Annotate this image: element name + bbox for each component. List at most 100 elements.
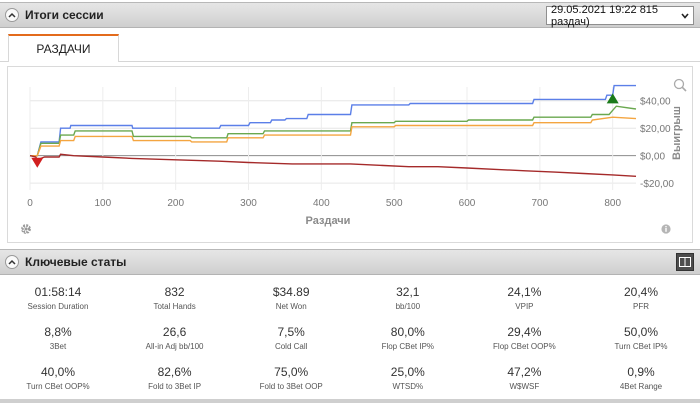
stats-title: Ключевые статы bbox=[25, 255, 127, 269]
chart-markers bbox=[31, 93, 619, 168]
stat-label: W$WSF bbox=[509, 382, 540, 391]
stat-label: Fold to 3Bet OOP bbox=[259, 382, 323, 391]
stat-value: 75,0% bbox=[274, 365, 309, 379]
chart-grid bbox=[29, 87, 636, 190]
layout-toggle-button[interactable] bbox=[676, 253, 694, 271]
y-tick-label: $20,00 bbox=[640, 124, 671, 135]
stat-value: 80,0% bbox=[390, 325, 425, 339]
stat-item: 25,0% WTSD% bbox=[350, 365, 466, 392]
stat-item: 82,6% Fold to 3Bet IP bbox=[117, 365, 233, 392]
columns-icon bbox=[679, 257, 691, 267]
stat-item: 0,9% 4Bet Range bbox=[583, 365, 699, 392]
stat-label: All-in Adj bb/100 bbox=[145, 342, 204, 351]
stat-value: 0,9% bbox=[627, 365, 655, 379]
y-tick-label: -$20,00 bbox=[640, 179, 674, 190]
x-tick-label: 500 bbox=[386, 198, 403, 209]
stat-label: Turn CBet IP% bbox=[614, 342, 668, 351]
stat-label: Cold Call bbox=[274, 342, 308, 351]
chart-canvas: -$20,00 $0,00 $20,00 $40,00 0 100 200 300 400 500… bbox=[21, 78, 687, 234]
info-icon[interactable] bbox=[661, 224, 671, 234]
stat-item: 832 Total Hands bbox=[117, 285, 233, 312]
stats-header: Ключевые статы bbox=[0, 249, 700, 275]
stat-label: Turn CBet OOP% bbox=[26, 382, 90, 391]
series-line-3 bbox=[29, 153, 637, 177]
y-tick-label: $0,00 bbox=[640, 152, 665, 163]
x-tick-label: 100 bbox=[94, 198, 111, 209]
chevron-down-icon bbox=[681, 13, 689, 19]
stat-label: Fold to 3Bet IP bbox=[148, 382, 202, 391]
stat-label: Flop CBet IP% bbox=[381, 342, 435, 351]
stat-value: 50,0% bbox=[623, 325, 659, 339]
x-tick-label: 200 bbox=[167, 198, 184, 209]
x-tick-label: 700 bbox=[532, 198, 549, 209]
stat-value: 24,1% bbox=[507, 285, 542, 299]
x-axis-label: Раздачи bbox=[306, 215, 351, 227]
stat-value: 7,5% bbox=[277, 325, 305, 339]
x-tick-label: 600 bbox=[459, 198, 476, 209]
stat-item: 32,1 bb/100 bbox=[350, 285, 466, 312]
stat-value: 32,1 bbox=[396, 285, 420, 299]
stat-value: 29,4% bbox=[507, 325, 542, 339]
y-tick-label: $40,00 bbox=[640, 97, 671, 108]
stat-label: bb/100 bbox=[395, 302, 421, 311]
tab-divider bbox=[0, 61, 700, 62]
stat-value: 25,0% bbox=[390, 365, 425, 379]
series-line-1 bbox=[30, 105, 637, 157]
tab-bar: РАЗДАЧИ bbox=[0, 28, 700, 62]
stat-label: Session Duration bbox=[27, 302, 89, 311]
stat-label: PFR bbox=[633, 302, 649, 311]
tab-hands[interactable]: РАЗДАЧИ bbox=[8, 34, 119, 62]
stat-item: $34.89 Net Won bbox=[233, 285, 349, 312]
stat-item: 47,2% W$WSF bbox=[466, 365, 582, 392]
stat-item: 24,1% VPIP bbox=[466, 285, 582, 312]
series-line-0 bbox=[30, 84, 636, 157]
stat-label: Total Hands bbox=[153, 302, 196, 311]
stats-grid: 01:58:14 Session Duration 832 Total Hands $3… bbox=[0, 277, 700, 399]
stat-label: 4Bet Range bbox=[619, 382, 663, 391]
session-select[interactable]: 29.05.2021 19:22 815 раздач) bbox=[546, 3, 694, 28]
stat-value: 832 bbox=[164, 285, 185, 299]
stat-item: 20,4% PFR bbox=[583, 285, 699, 312]
winnings-chart: -$20,00 $0,00 $20,00 $40,00 0 100 200 300 400 500… bbox=[7, 66, 693, 243]
collapse-session-button[interactable] bbox=[5, 8, 19, 22]
stat-label: 3Bet bbox=[49, 342, 67, 351]
max-marker bbox=[606, 93, 619, 104]
stat-value: $34.89 bbox=[272, 285, 310, 299]
min-marker bbox=[31, 157, 44, 168]
stat-label: WTSD% bbox=[392, 382, 424, 391]
stat-value: 01:58:14 bbox=[34, 285, 82, 299]
stat-value: 20,4% bbox=[623, 285, 659, 299]
y-axis-label: Выигрыш bbox=[671, 106, 683, 160]
stat-label: Net Won bbox=[275, 302, 307, 311]
stat-value: 40,0% bbox=[40, 365, 76, 379]
stat-item: 75,0% Fold to 3Bet OOP bbox=[233, 365, 349, 392]
stat-value: 47,2% bbox=[507, 365, 542, 379]
gear-icon[interactable] bbox=[21, 224, 31, 234]
x-tick-label: 800 bbox=[604, 198, 621, 209]
series-line-2 bbox=[30, 116, 637, 157]
x-tick-label: 300 bbox=[240, 198, 257, 209]
tab-hands-label: РАЗДАЧИ bbox=[36, 42, 91, 56]
collapse-stats-button[interactable] bbox=[5, 255, 19, 269]
stat-item: 26,6 All-in Adj bb/100 bbox=[117, 325, 233, 352]
session-title: Итоги сессии bbox=[25, 8, 104, 22]
chart-ticks: -$20,00 $0,00 $20,00 $40,00 0 100 200 300 400 500… bbox=[27, 97, 674, 209]
stat-item: 50,0% Turn CBet IP% bbox=[583, 325, 699, 352]
session-select-value: 29.05.2021 19:22 815 раздач) bbox=[551, 3, 659, 28]
stat-label: VPIP bbox=[515, 302, 534, 311]
stat-item: 7,5% Cold Call bbox=[233, 325, 349, 352]
zoom-icon[interactable] bbox=[673, 78, 687, 92]
stat-value: 82,6% bbox=[157, 365, 192, 379]
stat-value: 8,8% bbox=[44, 325, 72, 339]
stat-value: 26,6 bbox=[162, 325, 187, 339]
stat-item: 8,8% 3Bet bbox=[0, 325, 116, 352]
stat-item: 01:58:14 Session Duration bbox=[0, 285, 116, 312]
stat-item: 29,4% Flop CBet OOP% bbox=[466, 325, 582, 352]
chevron-up-icon bbox=[8, 259, 16, 265]
session-header: Итоги сессии 29.05.2021 19:22 815 раздач… bbox=[0, 2, 700, 28]
stat-item: 40,0% Turn CBet OOP% bbox=[0, 365, 116, 392]
bottom-bar bbox=[0, 399, 700, 403]
chevron-up-icon bbox=[8, 12, 16, 18]
x-tick-label: 0 bbox=[27, 198, 33, 209]
chart-series bbox=[29, 84, 637, 177]
